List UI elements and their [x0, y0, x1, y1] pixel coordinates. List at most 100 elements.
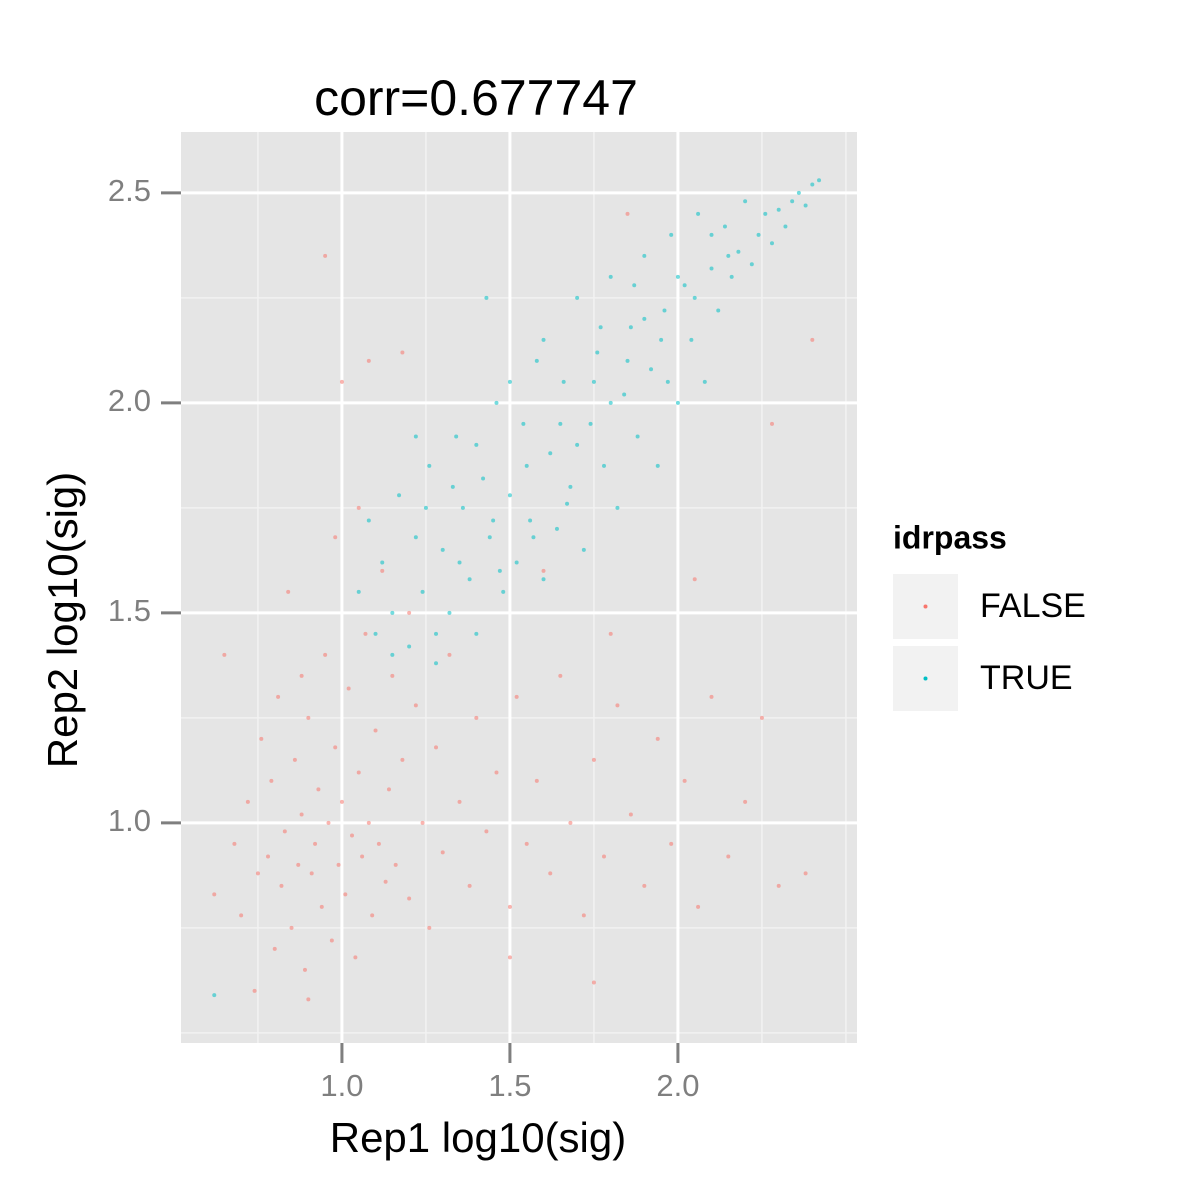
- point: [494, 400, 499, 405]
- point: [507, 379, 512, 384]
- point: [481, 476, 486, 481]
- point: [366, 518, 371, 523]
- point: [440, 850, 445, 855]
- point: [575, 295, 580, 300]
- y-tick-label: 1.0: [108, 803, 151, 838]
- point: [212, 993, 217, 998]
- point: [581, 547, 586, 552]
- point: [306, 715, 311, 720]
- point: [376, 841, 381, 846]
- point: [484, 829, 489, 834]
- point: [336, 862, 341, 867]
- point: [659, 337, 664, 342]
- point: [420, 820, 425, 825]
- panel-background: [181, 132, 857, 1043]
- point: [407, 610, 412, 615]
- point: [397, 493, 402, 498]
- point: [756, 232, 761, 237]
- point: [642, 883, 647, 888]
- point: [534, 778, 539, 783]
- point: [373, 728, 378, 733]
- point: [434, 631, 439, 636]
- point: [598, 325, 603, 330]
- point: [743, 199, 748, 204]
- point: [434, 661, 439, 666]
- point: [252, 988, 257, 993]
- point: [393, 862, 398, 867]
- point: [568, 484, 573, 489]
- point: [588, 421, 593, 426]
- point: [366, 820, 371, 825]
- point: [743, 799, 748, 804]
- point: [696, 904, 701, 909]
- point: [467, 883, 472, 888]
- point: [803, 203, 808, 208]
- point: [400, 757, 405, 762]
- y-axis-label: Rep2 log10(sig): [39, 472, 86, 769]
- point: [282, 829, 287, 834]
- point: [232, 841, 237, 846]
- point: [776, 207, 781, 212]
- point: [343, 892, 348, 897]
- point: [625, 358, 630, 363]
- point: [319, 904, 324, 909]
- point: [353, 955, 358, 960]
- point: [356, 505, 361, 510]
- x-tick-label: 1.5: [488, 1068, 531, 1103]
- point: [386, 787, 391, 792]
- point: [323, 253, 328, 258]
- point: [239, 913, 244, 918]
- point: [366, 358, 371, 363]
- point: [608, 631, 613, 636]
- point: [420, 589, 425, 594]
- point: [460, 505, 465, 510]
- point: [709, 694, 714, 699]
- point: [692, 295, 697, 300]
- point: [548, 871, 553, 876]
- point: [383, 879, 388, 884]
- point: [380, 568, 385, 573]
- legend-label: FALSE: [980, 587, 1086, 625]
- point: [769, 421, 774, 426]
- point: [591, 379, 596, 384]
- point: [810, 182, 815, 187]
- x-tick-label: 2.0: [656, 1068, 699, 1103]
- point: [642, 253, 647, 258]
- point: [810, 337, 815, 342]
- point: [702, 379, 707, 384]
- point: [655, 463, 660, 468]
- point: [440, 547, 445, 552]
- point: [558, 421, 563, 426]
- point: [682, 283, 687, 288]
- legend-swatch: [923, 676, 928, 681]
- point: [447, 652, 452, 657]
- x-tick-label: 1.0: [320, 1068, 363, 1103]
- point: [474, 715, 479, 720]
- y-tick-label: 2.0: [108, 383, 151, 418]
- point: [497, 568, 502, 573]
- point: [457, 799, 462, 804]
- point: [501, 589, 506, 594]
- point: [729, 274, 734, 279]
- point: [491, 518, 496, 523]
- point: [524, 463, 529, 468]
- point: [709, 266, 714, 271]
- point: [454, 434, 459, 439]
- point: [356, 589, 361, 594]
- point: [484, 295, 489, 300]
- point: [302, 967, 307, 972]
- point: [296, 862, 301, 867]
- point: [400, 350, 405, 355]
- point: [662, 308, 667, 313]
- point: [329, 938, 334, 943]
- point: [649, 367, 654, 372]
- point: [554, 526, 559, 531]
- point: [390, 652, 395, 657]
- point: [333, 745, 338, 750]
- point: [245, 799, 250, 804]
- point: [447, 610, 452, 615]
- point: [675, 274, 680, 279]
- point: [339, 799, 344, 804]
- point: [790, 199, 795, 204]
- point: [413, 535, 418, 540]
